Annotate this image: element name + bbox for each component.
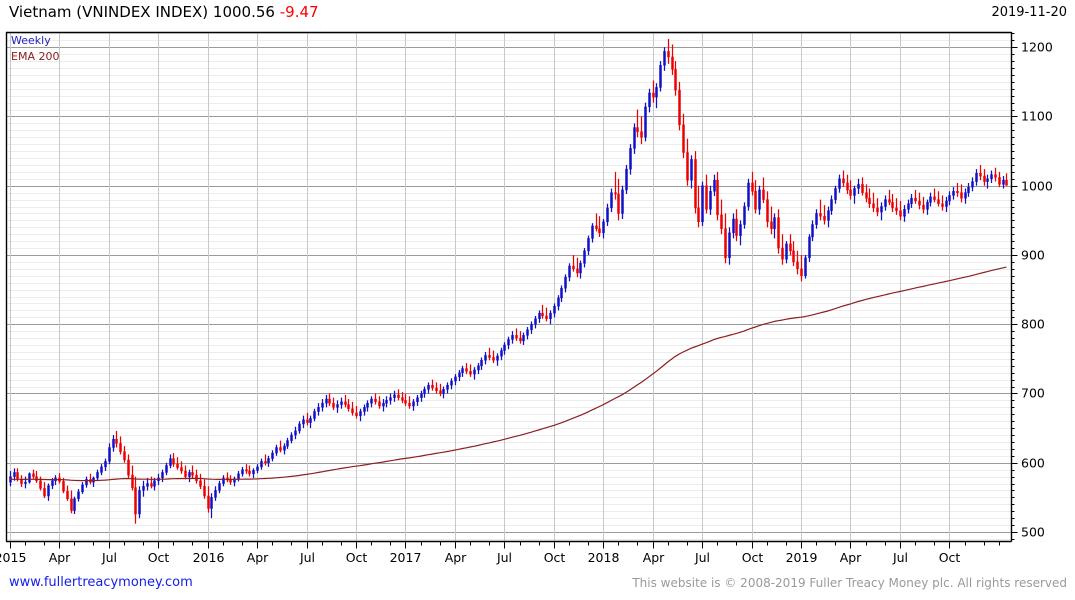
chart-plot-area[interactable]: 500 600 700 800 900 1000 1100 1200 2015 Apr Jul Oc… [0, 28, 1075, 568]
y-axis-tick-label: 800 [1021, 317, 1045, 332]
x-axis-tick-label: Oct [939, 550, 961, 565]
site-url-link[interactable]: www.fullertreacymoney.com [9, 575, 193, 590]
price-change: -9.47 [279, 3, 319, 21]
x-axis-tick-label: Apr [445, 550, 467, 565]
chart-footer: www.fullertreacymoney.com This website i… [0, 570, 1075, 600]
x-axis-tick-label: Oct [346, 550, 368, 565]
instrument-title: Vietnam (VNINDEX INDEX) 1000.56 -9.47 [9, 3, 319, 21]
x-axis-tick-label: Oct [544, 550, 566, 565]
x-axis-labels: 2015 Apr Jul Oct 2016 Apr Jul Oct 2017 Apr Jul Oct 2… [0, 550, 960, 565]
y-axis-tick-label: 1000 [1021, 179, 1053, 194]
y-axis-tick-label: 900 [1021, 248, 1045, 263]
x-axis-tick-label: 2016 [193, 550, 225, 565]
x-axis-tick-label: Apr [643, 550, 665, 565]
x-axis-tick-label: Jul [694, 550, 710, 565]
x-axis-tick-label: 2017 [390, 550, 422, 565]
x-axis-tick-label: Oct [148, 550, 170, 565]
x-axis-tick-label: Apr [49, 550, 71, 565]
x-axis-tick-label: 2019 [786, 550, 818, 565]
chart-header: Vietnam (VNINDEX INDEX) 1000.56 -9.47 20… [0, 0, 1075, 30]
y-axis-tick-label: 600 [1021, 456, 1045, 471]
legend-period-label: Weekly [11, 34, 51, 47]
x-axis-tick-label: Oct [742, 550, 764, 565]
y-axis-tick-label: 700 [1021, 386, 1045, 401]
y-axis-ticks [1011, 33, 1018, 540]
x-axis-tick-label: Jul [496, 550, 512, 565]
price-chart-svg[interactable]: 500 600 700 800 900 1000 1100 1200 2015 Apr Jul Oc… [0, 28, 1075, 568]
x-axis-tick-label: Apr [247, 550, 269, 565]
chart-date: 2019-11-20 [991, 5, 1067, 20]
x-axis-tick-label: Jul [299, 550, 315, 565]
candlestick-series [9, 38, 1008, 524]
x-axis-tick-label: 2018 [588, 550, 620, 565]
ema-200-overlay [9, 266, 1007, 482]
legend-ema-label: EMA 200 [11, 50, 59, 63]
vertical-gridlines [10, 32, 950, 541]
copyright-notice: This website is © 2008-2019 Fuller Treac… [632, 576, 1067, 590]
major-horizontal-gridlines [6, 47, 1011, 533]
last-price: 1000.56 [212, 3, 275, 21]
x-axis-tick-label: Apr [840, 550, 862, 565]
x-axis-ticks [10, 541, 1000, 549]
x-axis-tick-label: 2015 [0, 550, 26, 565]
y-axis-labels: 500 600 700 800 900 1000 1100 1200 [1021, 40, 1053, 540]
x-axis-tick-label: Jul [101, 550, 117, 565]
plot-frame [5, 31, 1013, 543]
y-axis-tick-label: 500 [1021, 525, 1045, 540]
y-axis-tick-label: 1100 [1021, 109, 1053, 124]
instrument-name: Vietnam (VNINDEX INDEX) [9, 3, 209, 21]
x-axis-tick-label: Jul [892, 550, 908, 565]
y-axis-tick-label: 1200 [1021, 40, 1053, 55]
